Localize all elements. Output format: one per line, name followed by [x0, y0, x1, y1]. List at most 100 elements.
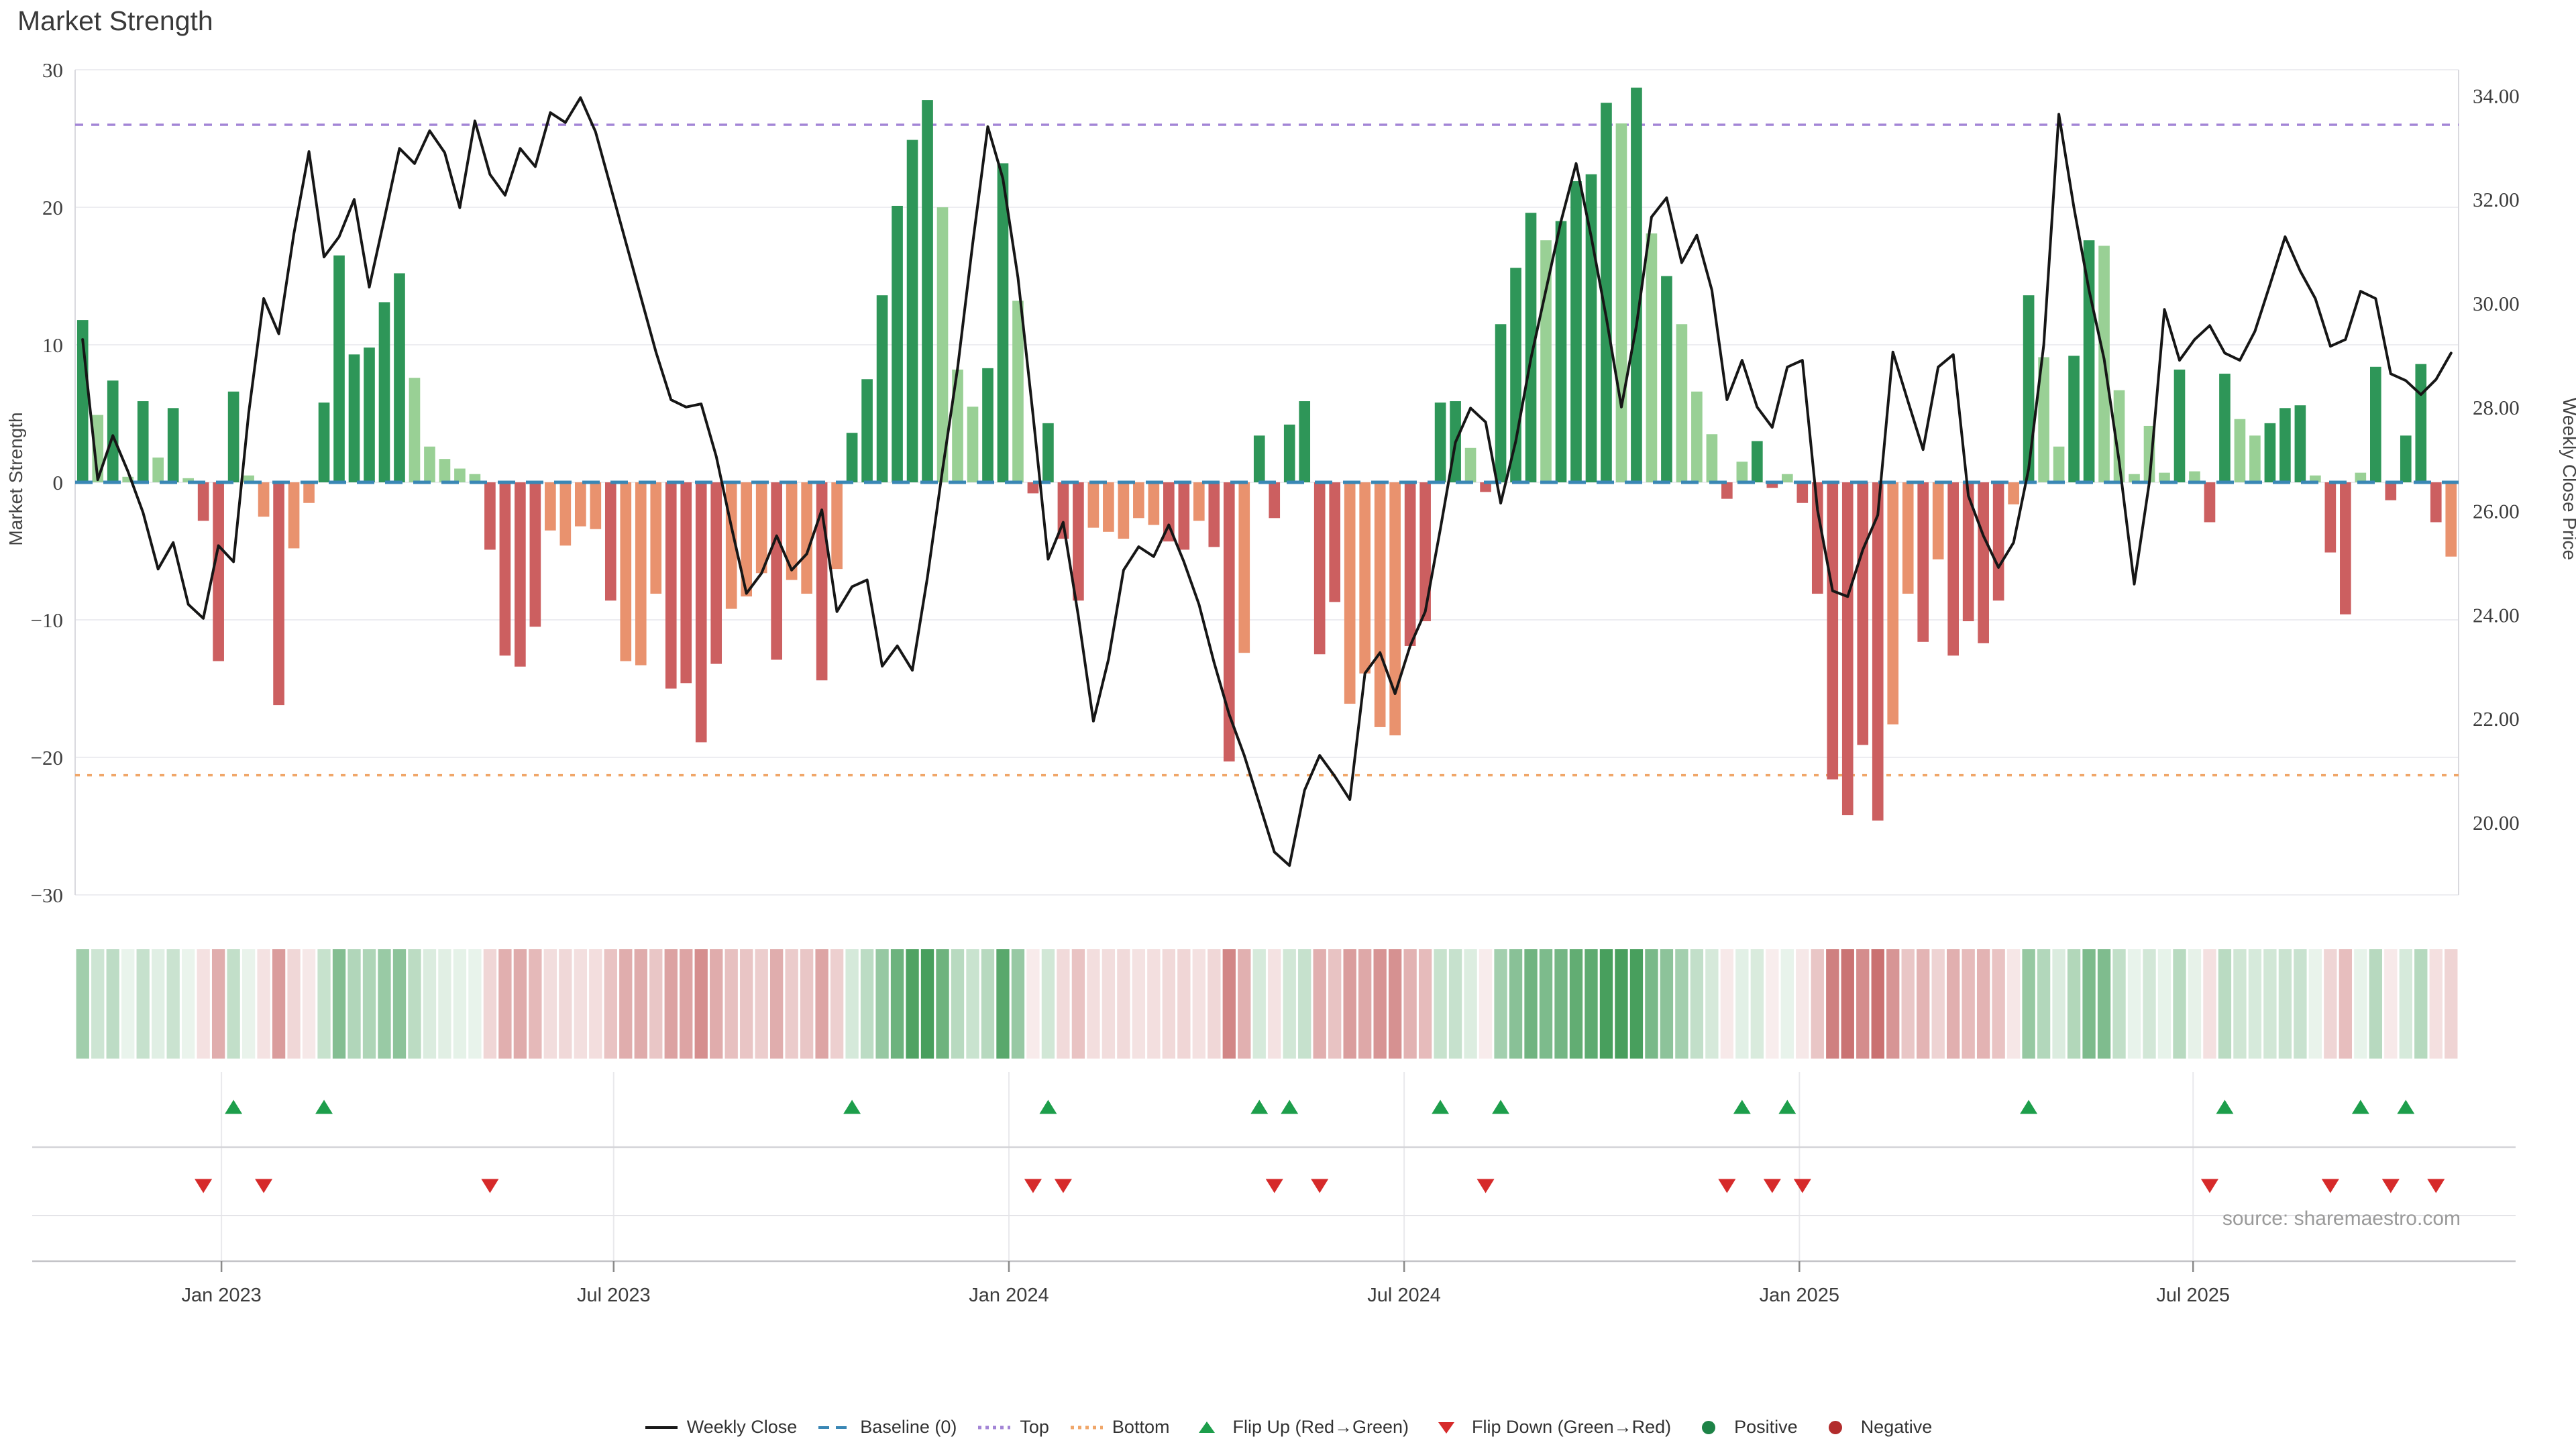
legend-item-baseline-0: Baseline (0): [817, 1417, 957, 1438]
strength-bar: [2369, 366, 2381, 482]
heatmap-cell: [1418, 949, 1432, 1059]
heatmap-cell: [1750, 949, 1764, 1059]
strength-bar: [1706, 434, 1718, 482]
heatmap-cell: [951, 949, 965, 1059]
strength-bar: [1012, 301, 1024, 482]
flip-down-marker: [1718, 1179, 1736, 1193]
heatmap-cell: [2112, 949, 2126, 1059]
heatmap-cell: [1087, 949, 1100, 1059]
strength-bar: [364, 347, 375, 482]
legend-label: Weekly Close: [686, 1417, 798, 1437]
heatmap-cell: [1388, 949, 1402, 1059]
heatmap-cell: [438, 949, 451, 1059]
flip-up-marker: [1733, 1099, 1751, 1114]
legend-label: Flip Up (Red→Green): [1232, 1417, 1409, 1437]
strength-bar: [1872, 482, 1884, 821]
heatmap-cell: [1524, 949, 1538, 1059]
strength-bar: [1752, 441, 1763, 482]
flip-up-marker: [1432, 1099, 1450, 1114]
strength-bar: [243, 475, 254, 482]
heatmap-cell: [2143, 949, 2156, 1059]
legend-label: Positive: [1734, 1417, 1798, 1437]
legend-item-positive: Positive: [1691, 1417, 1798, 1438]
right-axis-tick-label: 34.00: [2473, 84, 2520, 107]
strength-bar: [122, 476, 134, 482]
strength-bar: [273, 482, 284, 706]
heatmap-cell: [2127, 949, 2141, 1059]
source-credit: source: sharemaestro.com: [2222, 1208, 2461, 1230]
strength-bar: [107, 380, 119, 482]
heatmap-cell: [2203, 949, 2216, 1059]
heatmap-cell: [996, 949, 1010, 1059]
strength-bar: [1796, 482, 1809, 503]
heatmap-cell: [1947, 949, 1960, 1059]
flip-down-marker: [1477, 1179, 1495, 1193]
strength-bar: [378, 302, 390, 482]
heatmap-cell: [1252, 949, 1266, 1059]
heatmap-cell: [468, 949, 482, 1059]
x-tick-label: Jan 2023: [181, 1285, 261, 1306]
heatmap-cell: [152, 949, 165, 1059]
heatmap-cell: [1826, 949, 1839, 1059]
heatmap-cell: [1057, 949, 1070, 1059]
strength-bar: [997, 163, 1009, 482]
right-axis-tick-label: 22.00: [2473, 707, 2520, 731]
strength-bar: [1781, 474, 1793, 482]
heatmap-cell: [1675, 949, 1688, 1059]
strength-bar: [1902, 482, 1914, 594]
strength-bar: [846, 433, 858, 482]
legend-item-top: Top: [977, 1417, 1049, 1438]
strength-bar: [1811, 482, 1823, 594]
right-axis-tick-label: 28.00: [2473, 396, 2520, 419]
heatmap-cell: [559, 949, 572, 1059]
heatmap-cell: [1177, 949, 1191, 1059]
strength-bar: [1148, 482, 1160, 525]
heatmap-cell: [392, 949, 407, 1059]
strength-bar: [499, 482, 511, 656]
heatmap-cell: [1026, 949, 1040, 1059]
heatmap-cell: [2006, 949, 2021, 1059]
left-axis-tick-label: −20: [31, 746, 63, 769]
heatmap-cell: [498, 949, 512, 1059]
heatmap-cell: [1102, 949, 1116, 1059]
strength-bar: [2234, 419, 2246, 482]
strength-bar: [484, 482, 496, 550]
heatmap-cell: [1403, 949, 1417, 1059]
strength-bar: [1374, 482, 1386, 727]
heatmap-cell: [2188, 949, 2202, 1059]
flip-up-marker: [2020, 1099, 2038, 1114]
flip-down-marker: [255, 1179, 273, 1193]
strength-bar: [1464, 447, 1477, 482]
heatmap-cell: [1886, 949, 1900, 1059]
heatmap-cell: [2399, 949, 2412, 1059]
heatmap-cell: [2022, 949, 2035, 1059]
heatmap-cell: [1162, 949, 1176, 1059]
x-tick-label: Jan 2024: [969, 1285, 1049, 1306]
strength-bar: [1313, 482, 1326, 655]
strength-bar: [1721, 482, 1733, 499]
flip-down-marker: [2321, 1179, 2339, 1193]
heatmap-cell: [272, 949, 286, 1059]
heatmap-cell: [2157, 949, 2171, 1059]
strength-bar: [515, 482, 526, 667]
strength-bar: [1661, 276, 1672, 482]
legend-label: Top: [1020, 1417, 1049, 1437]
heatmap-cell: [890, 949, 904, 1059]
heatmap-cell: [1976, 949, 1990, 1059]
heatmap-cell: [981, 949, 995, 1059]
heatmap-cell: [574, 949, 587, 1059]
flip-up-marker: [1492, 1099, 1510, 1114]
heatmap-cell: [302, 949, 316, 1059]
heatmap-cell: [362, 949, 376, 1059]
legend-item-negative: Negative: [1818, 1417, 1932, 1438]
strength-bar: [318, 402, 330, 482]
strength-bar: [2400, 435, 2412, 482]
strength-bar: [288, 482, 300, 549]
strength-bar: [1570, 181, 1582, 482]
strength-bar: [1615, 123, 1627, 482]
strength-bar: [1299, 401, 1311, 482]
heatmap-cell: [1494, 949, 1507, 1059]
heatmap-cell: [2218, 949, 2232, 1059]
flip-down-marker: [195, 1179, 213, 1193]
